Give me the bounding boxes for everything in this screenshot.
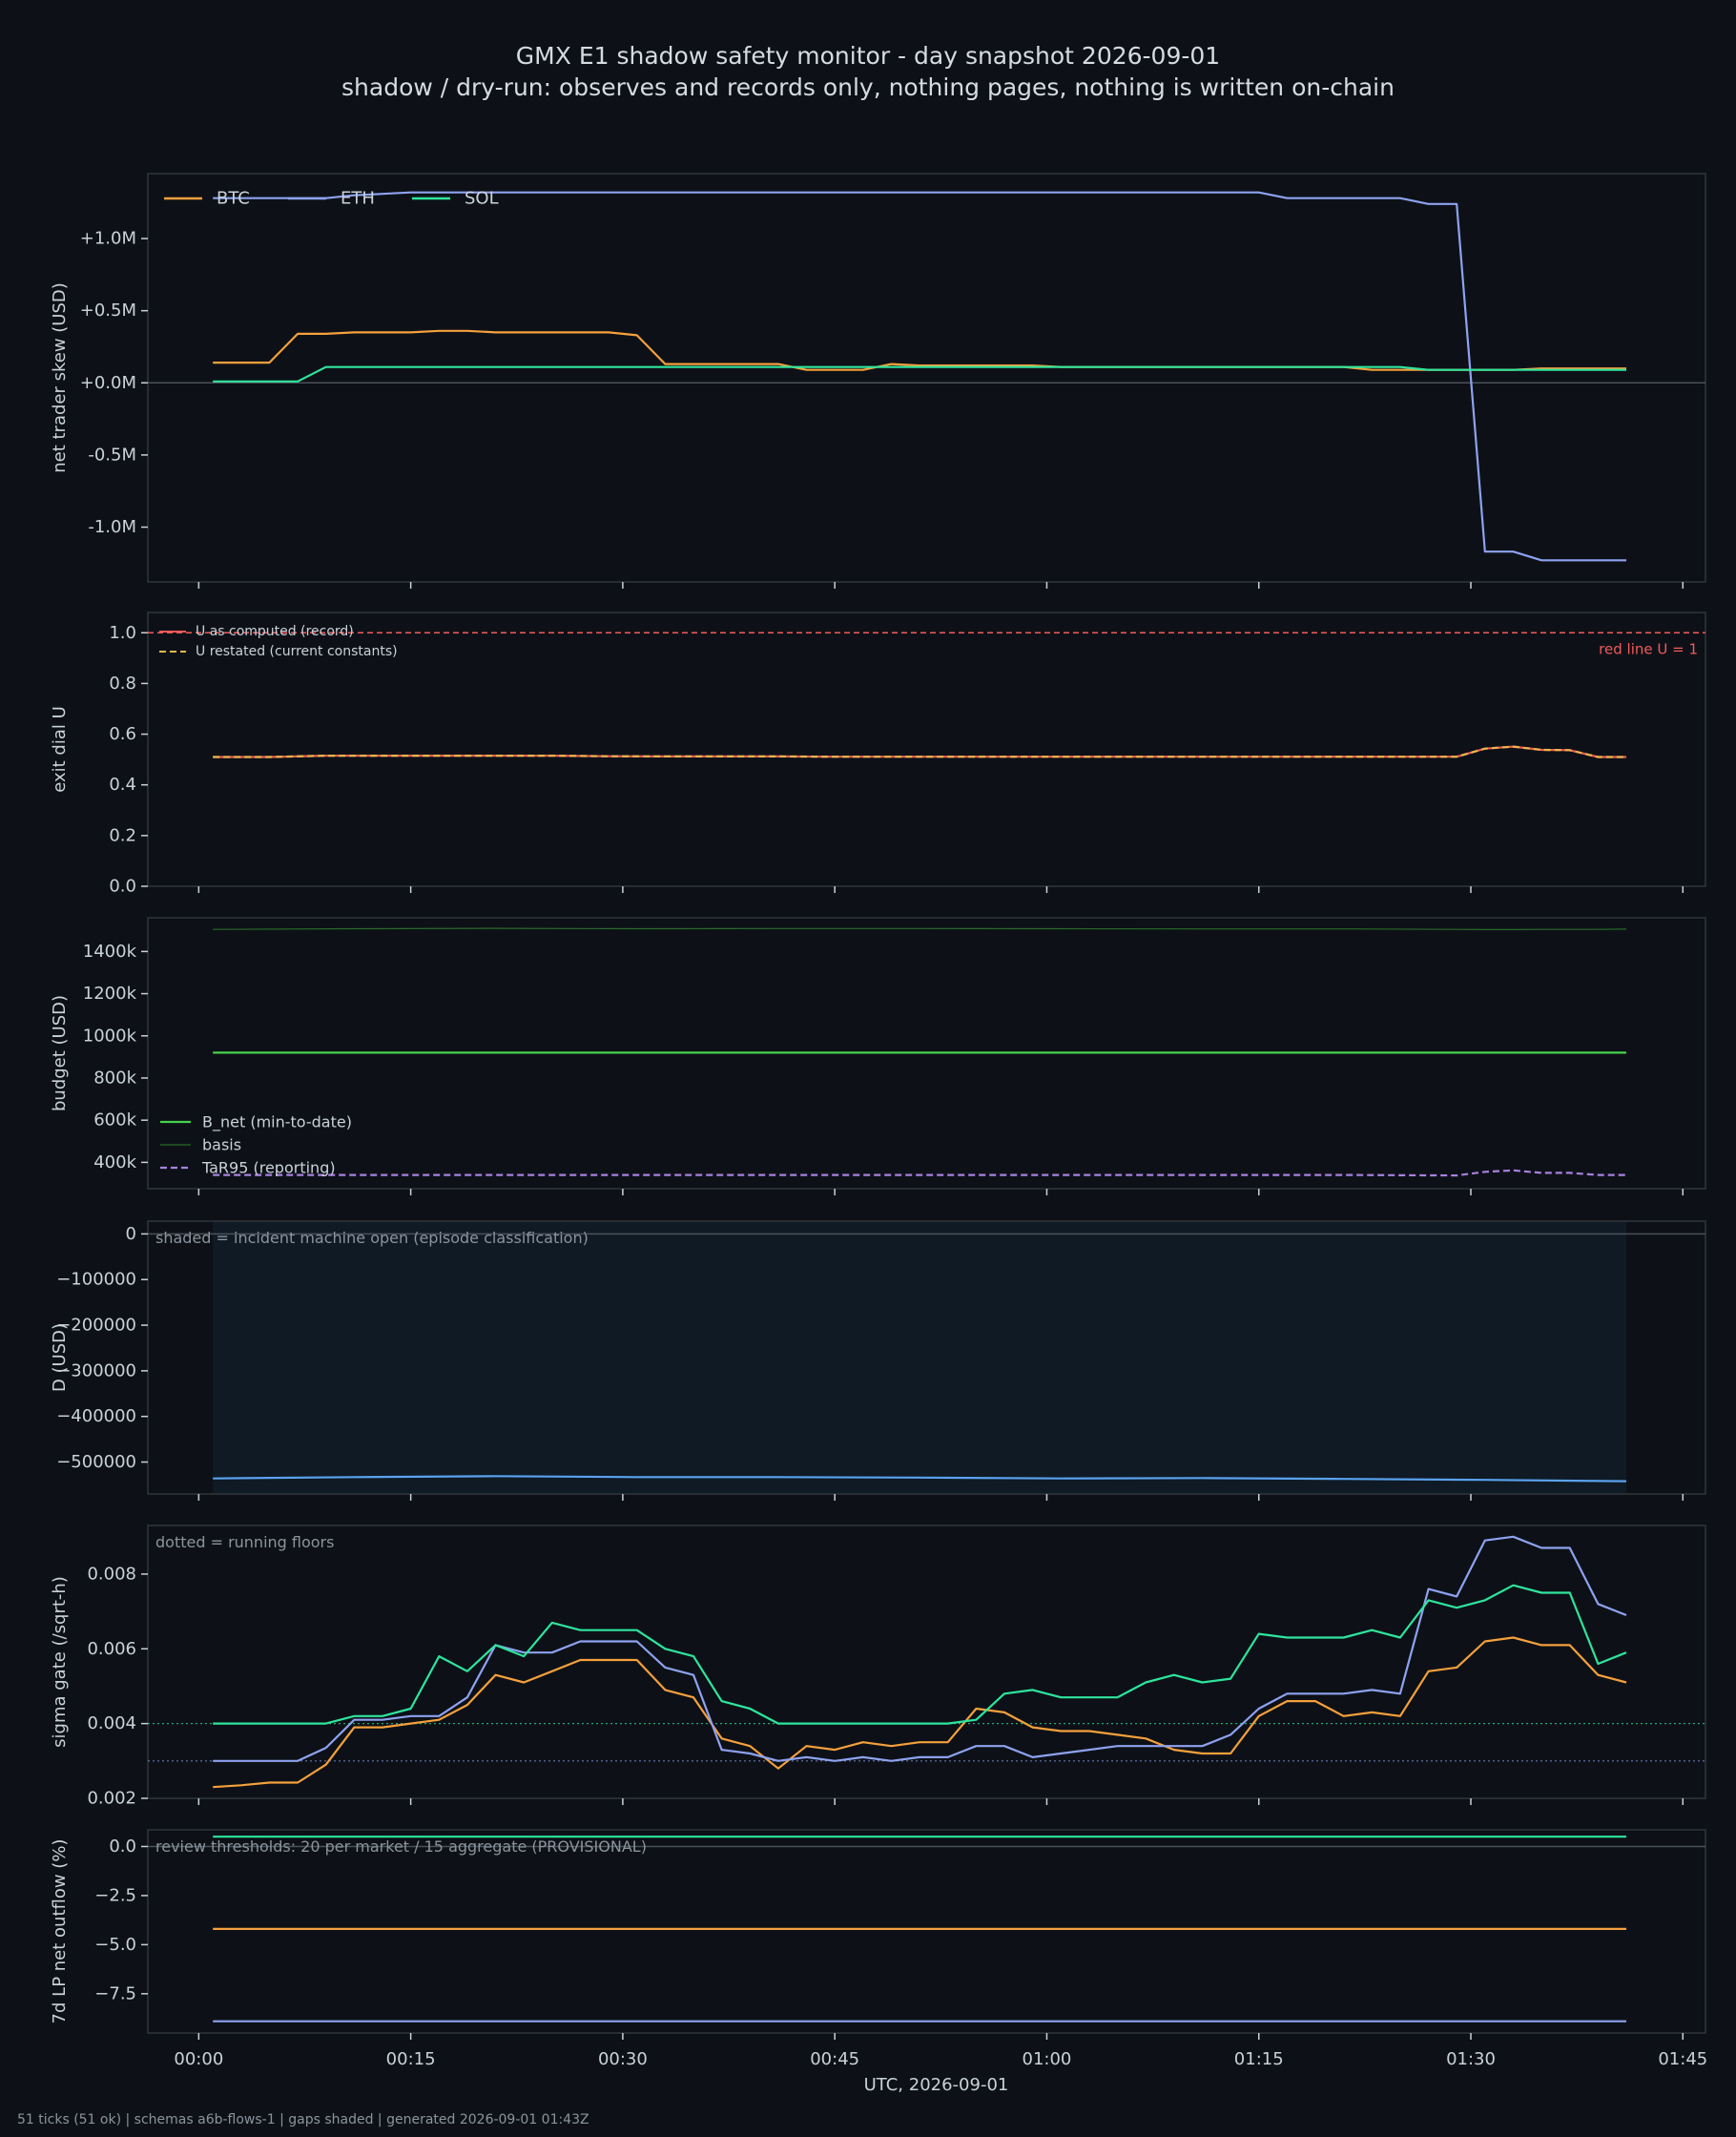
legend-label: SOL <box>465 189 499 209</box>
y-tick-label: 0.2 <box>109 825 136 845</box>
x-tick-label: 00:30 <box>598 2049 648 2069</box>
y-tick-label: 1000k <box>83 1026 137 1046</box>
x-tick-label: 01:30 <box>1446 2049 1496 2069</box>
series-line-eth <box>213 191 1626 562</box>
panel-annotation: shaded = incident machine open (episode … <box>155 1229 589 1247</box>
y-tick-label: 1.0 <box>109 623 136 643</box>
panel-frame <box>147 1220 1706 1495</box>
y-tick-label: 1200k <box>83 984 137 1004</box>
y-tick-label: 800k <box>93 1068 136 1088</box>
y-tick-label: 0.8 <box>109 674 136 694</box>
chart-subtitle: shadow / dry-run: observes and records o… <box>341 73 1395 101</box>
y-tick-label: −7.5 <box>94 1983 136 2003</box>
reference-line-label: red line U = 1 <box>1599 640 1698 657</box>
y-tick-label: +0.0M <box>80 373 136 393</box>
series-line-eth <box>213 1535 1627 1762</box>
series-line-tar95-reporting- <box>213 1169 1626 1177</box>
y-tick-label: 400k <box>93 1152 136 1172</box>
x-tick-label: 00:15 <box>386 2049 436 2069</box>
y-tick-label: +0.5M <box>80 301 136 321</box>
legend-label: basis <box>202 1136 241 1154</box>
y-axis-label: 7d LP net outflow (%) <box>50 1839 70 2024</box>
y-axis-label: sigma gate (/sqrt-h) <box>50 1576 70 1748</box>
y-tick-label: −300000 <box>56 1360 136 1380</box>
y-tick-label: 0.006 <box>87 1639 136 1659</box>
y-tick-label: 0.6 <box>109 724 136 744</box>
y-tick-label: −100000 <box>56 1270 136 1290</box>
y-axis-label: net trader skew (USD) <box>50 282 70 473</box>
y-tick-label: 0.0 <box>109 1836 136 1857</box>
series-line-sol <box>213 1584 1627 1725</box>
panel-frame <box>147 1829 1706 2034</box>
panel-frame <box>147 1525 1706 1799</box>
y-tick-label: −5.0 <box>94 1935 136 1955</box>
series-line-btc <box>213 1636 1627 1789</box>
y-tick-label: −200000 <box>56 1316 136 1336</box>
legend-label: U restated (current constants) <box>196 644 398 659</box>
x-tick-label: 00:45 <box>810 2049 859 2069</box>
y-tick-label: −500000 <box>56 1452 136 1472</box>
x-tick-label: 00:00 <box>174 2049 223 2069</box>
legend-label: U as computed (record) <box>196 624 354 639</box>
chart-title-block: GMX E1 shadow safety monitor - day snaps… <box>0 40 1736 103</box>
legend-label: TaR95 (reporting) <box>201 1159 336 1177</box>
y-tick-label: 0.008 <box>87 1564 136 1584</box>
y-tick-label: −400000 <box>56 1406 136 1426</box>
series-line-sol <box>213 365 1626 383</box>
y-tick-label: 0.002 <box>87 1789 136 1809</box>
y-tick-label: 0 <box>126 1224 136 1244</box>
y-tick-label: 0.4 <box>109 775 136 795</box>
panel-annotation: dotted = running floors <box>155 1533 334 1551</box>
y-tick-label: -1.0M <box>88 517 136 537</box>
footer-status: 51 ticks (51 ok) | schemas a6b-flows-1 |… <box>17 2112 589 2127</box>
series-line-btc <box>213 329 1626 371</box>
y-axis-label: D (USD) <box>50 1323 70 1392</box>
y-tick-label: +1.0M <box>80 229 136 249</box>
x-tick-label: 01:15 <box>1234 2049 1284 2069</box>
legend-label: BTC <box>217 189 250 209</box>
y-tick-label: −2.5 <box>94 1885 136 1905</box>
y-tick-label: 600k <box>93 1110 136 1131</box>
panel-frame <box>147 612 1706 887</box>
panel-frame <box>147 917 1706 1190</box>
chart-title: GMX E1 shadow safety monitor - day snaps… <box>515 42 1221 70</box>
x-tick-label: 01:00 <box>1023 2049 1072 2069</box>
series-line-d <box>213 1475 1627 1483</box>
x-axis-label: UTC, 2026-09-01 <box>864 2075 1009 2095</box>
y-tick-label: 1400k <box>83 942 137 962</box>
legend-label: ETH <box>341 189 375 209</box>
x-tick-label: 01:45 <box>1658 2049 1707 2069</box>
panel-frame <box>147 173 1706 583</box>
series-line-u-restated-current-constants- <box>213 745 1626 758</box>
panel-annotation: review thresholds: 20 per market / 15 ag… <box>155 1837 647 1856</box>
incident-shade <box>213 1221 1627 1494</box>
y-tick-label: 0.0 <box>109 877 136 897</box>
y-tick-label: 0.004 <box>87 1713 136 1733</box>
y-tick-label: -0.5M <box>88 445 136 465</box>
series-line-basis <box>213 927 1627 931</box>
y-axis-label: budget (USD) <box>50 995 70 1111</box>
legend-label: B_net (min-to-date) <box>202 1113 352 1132</box>
y-axis-label: exit dial U <box>50 706 70 793</box>
